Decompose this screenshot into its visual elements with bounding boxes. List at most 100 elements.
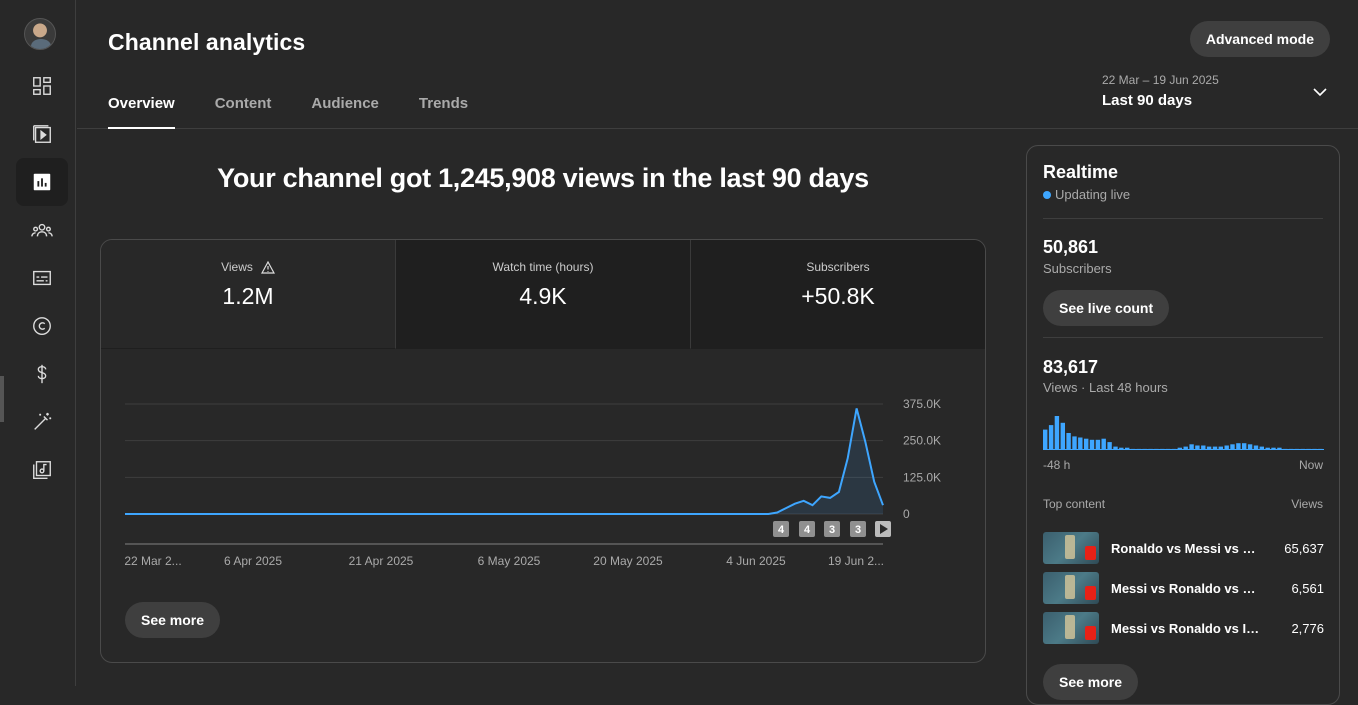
realtime-title: Realtime [1043, 162, 1119, 182]
views-chart[interactable]: 375.0K 250.0K 125.0K 0 22 Mar 2... 6 Apr 2025… [101, 349, 985, 579]
sidebar-item-customization[interactable] [16, 398, 68, 446]
chart-x-tick-label: 22 Mar 2... [124, 554, 181, 568]
dashboard-icon [33, 77, 51, 95]
chart-event-marker-label: 4 [804, 524, 811, 536]
video-thumbnail [1043, 532, 1099, 564]
tab-trends[interactable]: Trends [418, 95, 469, 112]
tab-overview[interactable]: Overview [108, 95, 175, 129]
chart-x-tick-label: 20 May 2025 [593, 554, 663, 568]
mini-chart-axis-end: Now [1298, 458, 1323, 472]
realtime-bar [1206, 446, 1212, 450]
realtime-bar [1183, 446, 1188, 450]
realtime-bar [1107, 442, 1112, 450]
metric-label: Watch time (hours) [492, 260, 594, 274]
subscriber-count: 50,861 [1043, 237, 1099, 257]
top-content-row[interactable]: Messi vs Ronaldo vs Ney... 6,561 [1043, 572, 1324, 604]
realtime-bar [1242, 443, 1247, 450]
chart-x-tick-label: 4 Jun 2025 [726, 554, 786, 568]
see-more-button[interactable]: See more [125, 602, 221, 638]
live-status-text: Updating live [1055, 187, 1131, 202]
tab-content[interactable]: Content [214, 95, 272, 112]
chevron-down-icon [1313, 88, 1327, 97]
metric-label: Views [221, 260, 253, 274]
realtime-bar [1247, 444, 1253, 450]
video-thumbnail [1043, 572, 1099, 604]
sidebar-item-analytics[interactable] [16, 158, 68, 206]
chart-y-tick-label: 125.0K [903, 470, 941, 484]
video-views: 65,637 [1284, 540, 1324, 556]
realtime-bar [1177, 447, 1182, 450]
date-range-picker[interactable]: 22 Mar – 19 Jun 2025 Last 90 days [1102, 73, 1327, 113]
date-range-label: Last 90 days [1102, 92, 1193, 109]
video-views: 2,776 [1291, 620, 1324, 636]
top-content-row[interactable]: Ronaldo vs Messi vs Ne... 65,637 [1043, 532, 1324, 564]
top-content-see-more-button[interactable]: See more [1043, 664, 1139, 700]
realtime-bar [1043, 429, 1048, 450]
earn-icon [37, 364, 47, 384]
scroll-indicator [0, 376, 4, 422]
realtime-bar [1271, 447, 1276, 450]
realtime-bar [1265, 447, 1270, 450]
advanced-mode-button[interactable]: Advanced mode [1189, 21, 1330, 57]
sidebar-item-subtitles[interactable] [16, 254, 68, 302]
realtime-bar [1189, 444, 1194, 450]
top-content-row[interactable]: Messi vs Ronaldo vs ISho... 2,776 [1043, 612, 1324, 644]
metric-label-wrap: Views [221, 260, 275, 274]
chart-event-marker [824, 521, 840, 537]
sidebar-item-audio-library[interactable] [16, 446, 68, 494]
realtime-views-chart[interactable] [1043, 412, 1324, 450]
chart-event-marker [850, 521, 866, 537]
tab-audience[interactable]: Audience [311, 95, 379, 112]
video-views: 6,561 [1291, 580, 1324, 596]
metric-tab-subscribers[interactable]: Subscribers +50.8K [690, 240, 985, 349]
content-icon [33, 125, 51, 143]
video-title: Ronaldo vs Messi vs Ne... [1111, 540, 1263, 556]
chart-x-tick-label: 19 Jun 2... [828, 554, 884, 568]
sidebar-item-community[interactable] [16, 206, 68, 254]
realtime-bar [1236, 443, 1241, 450]
realtime-views-label: Views · Last 48 hours [1043, 380, 1168, 395]
copyright-icon [33, 317, 51, 335]
realtime-bar [1125, 447, 1130, 450]
video-title: Messi vs Ronaldo vs ISho... [1111, 620, 1263, 636]
realtime-bar [1089, 439, 1095, 450]
realtime-bar [1101, 438, 1106, 450]
community-icon [31, 223, 53, 237]
tab-bar: Overview Content Audience Trends [108, 95, 508, 129]
page-title: Channel analytics [108, 29, 306, 55]
sidebar-item-content[interactable] [16, 110, 68, 158]
top-content-heading: Top content [1043, 497, 1106, 511]
metric-tab-views[interactable]: Views 1.2M [101, 240, 395, 349]
subscriber-label: Subscribers [1043, 261, 1112, 276]
summary-headline: Your channel got 1,245,908 views in the … [217, 163, 869, 193]
chart-y-tick-label: 375.0K [903, 397, 941, 411]
sidebar-item-earn[interactable] [16, 350, 68, 398]
metric-tab-watch-time[interactable]: Watch time (hours) 4.9K [395, 240, 690, 349]
avatar[interactable] [24, 18, 56, 50]
realtime-bar [1253, 445, 1259, 450]
realtime-bar [1078, 437, 1083, 450]
see-live-count-button[interactable]: See live count [1043, 290, 1170, 326]
sidebar-item-copyright[interactable] [16, 302, 68, 350]
chart-x-tick-label: 21 Apr 2025 [349, 554, 414, 568]
metric-tabs: Views 1.2M Watch time (hours) 4.9K Subsc… [101, 240, 985, 349]
sidebar [0, 0, 76, 686]
chart-y-tick-label: 250.0K [903, 434, 941, 448]
metric-value: +50.8K [801, 283, 875, 309]
video-thumbnail [1043, 612, 1099, 644]
chart-y-tick-label: 0 [903, 507, 910, 521]
realtime-card: Realtime Updating live 50,861 Subscriber… [1026, 145, 1340, 705]
realtime-bar [1224, 445, 1229, 450]
date-range-dates: 22 Mar – 19 Jun 2025 [1102, 73, 1219, 87]
realtime-bar [1048, 425, 1054, 450]
chart-event-marker-label: 3 [829, 524, 835, 536]
analytics-icon [33, 173, 51, 191]
realtime-bar [1259, 446, 1264, 450]
chart-area-fill [125, 408, 883, 514]
realtime-bar [1277, 447, 1282, 450]
chart-x-tick-label: 6 May 2025 [478, 554, 541, 568]
live-dot-icon [1043, 190, 1051, 199]
subtitles-icon [33, 270, 51, 286]
overview-card: Views 1.2M Watch time (hours) 4.9K Subsc… [100, 239, 986, 663]
sidebar-item-dashboard[interactable] [16, 62, 68, 110]
